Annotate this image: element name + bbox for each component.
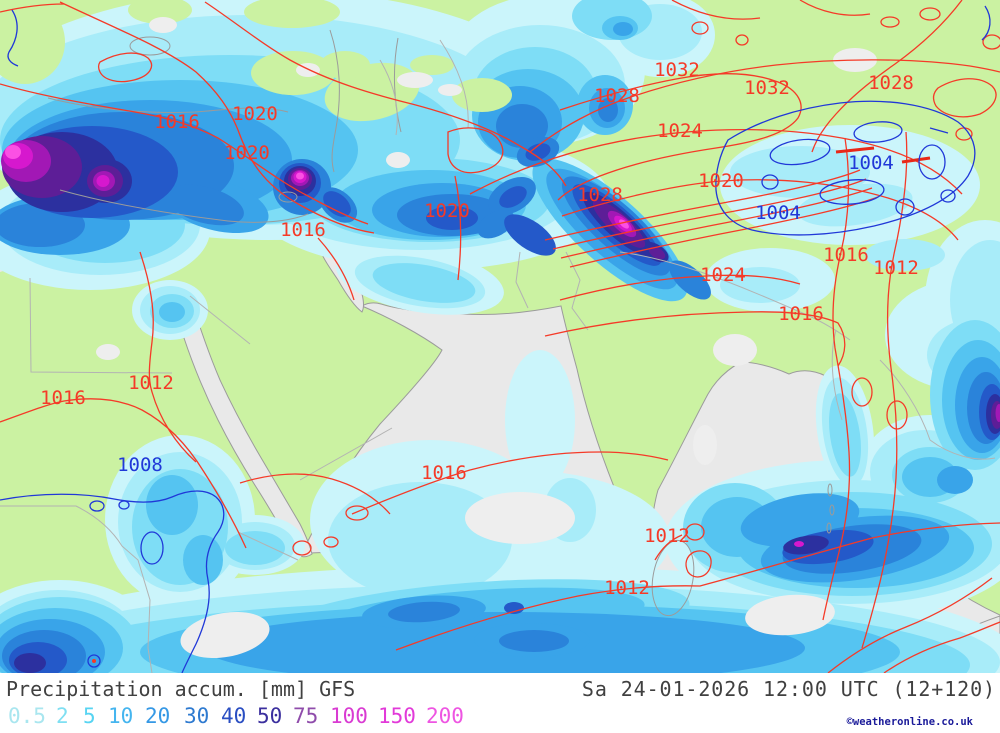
- isobar-label: 1028: [594, 85, 640, 107]
- isobar-label: 1016: [778, 303, 824, 325]
- isobar-label: 1032: [744, 77, 790, 99]
- isobar-label: 1016: [823, 244, 869, 266]
- map-title: Precipitation accum. [mm] GFS: [6, 677, 356, 701]
- precipitation-map: 1016 1020 1020 1016 1028 1032 1032 1028 …: [0, 0, 1000, 673]
- isobar-label: 1028: [577, 184, 623, 206]
- isobar-label: 1016: [280, 219, 326, 241]
- map-canvas: 1016 1020 1020 1016 1028 1032 1032 1028 …: [0, 0, 1000, 673]
- isobar-label: 1004: [755, 202, 801, 224]
- isobar-label: 1020: [424, 200, 470, 222]
- isobar-label: 1020: [224, 142, 270, 164]
- scale-value: 200: [426, 704, 464, 728]
- isobar-label: 1016: [40, 387, 86, 409]
- isobar-label: 1020: [232, 103, 278, 125]
- isobar-label: 1012: [873, 257, 919, 279]
- scale-value: 2: [56, 704, 69, 728]
- legend-bar: Precipitation accum. [mm] GFS Sa 24-01-2…: [0, 673, 1000, 733]
- isobar-label: 1024: [700, 264, 746, 286]
- sri-lanka: [651, 539, 695, 617]
- scale-value: 100: [330, 704, 368, 728]
- valid-datetime: Sa 24-01-2026 12:00 UTC (12+120): [581, 677, 996, 701]
- scale-value: 0.5: [8, 704, 46, 728]
- scale-value: 50: [257, 704, 283, 728]
- scale-value: 75: [293, 704, 319, 728]
- isobar-label: 1020: [698, 170, 744, 192]
- isobar-label: 1012: [644, 525, 690, 547]
- isobar-label: 1012: [604, 577, 650, 599]
- scale-value: 10: [108, 704, 134, 728]
- isobar-label: 1008: [117, 454, 163, 476]
- isobar-label: 1016: [421, 462, 467, 484]
- isobar-label: 1012: [128, 372, 174, 394]
- isobar-label: 1032: [654, 59, 700, 81]
- precip-scale: 0.5 2 5 10 20 30 40 50 75 100 150 200: [0, 704, 520, 728]
- scale-value: 5: [83, 704, 96, 728]
- scale-value: 30: [184, 704, 210, 728]
- scale-value: 40: [221, 704, 247, 728]
- isobar-label: 1024: [657, 120, 703, 142]
- isobar-label: 1028: [868, 72, 914, 94]
- isobar-label: 1016: [154, 111, 200, 133]
- scale-value: 150: [378, 704, 416, 728]
- copyright: ©weatheronline.co.uk: [846, 716, 973, 728]
- isobar-label: 1004: [848, 152, 894, 174]
- scale-value: 20: [145, 704, 171, 728]
- isobars-high: [0, 0, 1000, 673]
- isobar-labels: 1016 1020 1020 1016 1028 1032 1032 1028 …: [40, 59, 919, 599]
- trace-layer: [96, 17, 877, 659]
- isobars-low: [0, 5, 991, 673]
